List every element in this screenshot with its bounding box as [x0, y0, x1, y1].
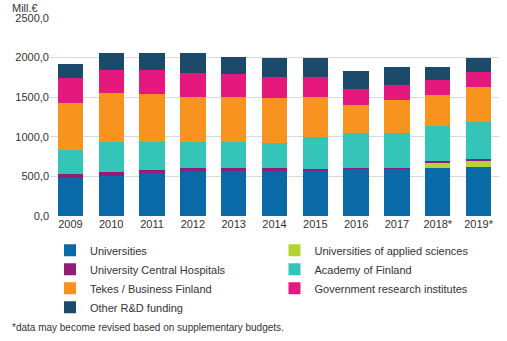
- svg-text:Mill.€: Mill.€: [12, 2, 38, 14]
- svg-text:Universities: Universities: [90, 245, 147, 257]
- svg-text:Academy of Finland: Academy of Finland: [315, 264, 412, 276]
- svg-text:University Central Hospitals: University Central Hospitals: [90, 264, 226, 276]
- svg-text:2018*: 2018*: [423, 218, 452, 230]
- svg-text:2013: 2013: [221, 218, 245, 230]
- svg-text:2000,0: 2000,0: [15, 51, 49, 63]
- svg-text:0,0: 0,0: [34, 210, 49, 222]
- svg-text:2015: 2015: [303, 218, 327, 230]
- svg-text:1500,0: 1500,0: [15, 91, 49, 103]
- svg-text:2016: 2016: [344, 218, 368, 230]
- svg-text:2019*: 2019*: [464, 218, 493, 230]
- svg-text:1000,0: 1000,0: [15, 131, 49, 143]
- svg-text:Other R&D funding: Other R&D funding: [90, 302, 183, 314]
- svg-text:2014: 2014: [262, 218, 286, 230]
- svg-text:Government research institutes: Government research institutes: [315, 283, 468, 295]
- svg-text:2010: 2010: [99, 218, 123, 230]
- svg-text:2017: 2017: [385, 218, 409, 230]
- svg-text:2009: 2009: [58, 218, 82, 230]
- svg-text:Universities of applied scienc: Universities of applied sciences: [315, 245, 469, 257]
- svg-text:2500,0: 2500,0: [15, 12, 49, 24]
- svg-text:500,0: 500,0: [21, 170, 49, 182]
- svg-text:2011: 2011: [140, 218, 164, 230]
- svg-text:*data may become revised based: *data may become revised based on supple…: [12, 322, 284, 333]
- svg-text:2012: 2012: [181, 218, 205, 230]
- svg-text:Tekes / Business Finland: Tekes / Business Finland: [90, 283, 212, 295]
